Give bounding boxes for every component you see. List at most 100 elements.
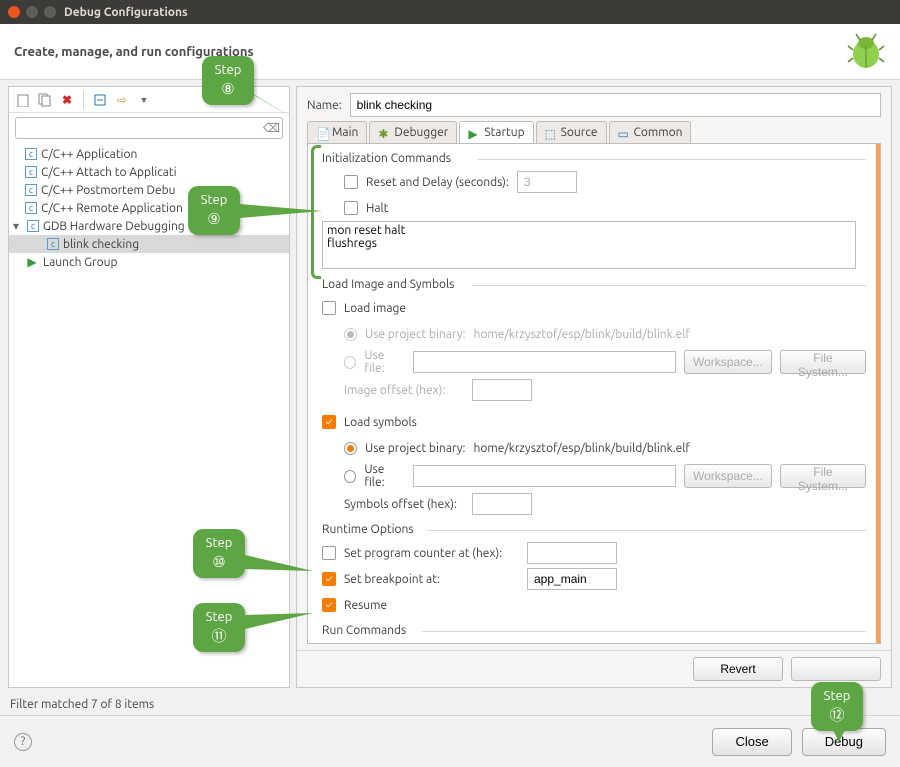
tab-label: Common: [634, 126, 683, 139]
group-runcmd: Run Commands: [322, 624, 866, 637]
filter-status: Filter matched 7 of 8 items: [0, 694, 900, 715]
group-runtime: Runtime Options Set program counter at (…: [322, 523, 866, 618]
use-file-label: Use file:: [364, 349, 404, 375]
symbols-offset-label: Symbols offset (hex):: [344, 498, 464, 511]
set-pc-input: [527, 542, 617, 564]
titlebar: Debug Configurations: [0, 0, 900, 24]
row-set-bp: Set breakpoint at:: [322, 566, 866, 592]
c-icon: c: [27, 220, 39, 232]
group-init: Initialization Commands Reset and Delay …: [322, 152, 866, 272]
tab-label: Main: [332, 126, 358, 139]
use-project-label: Use project binary:: [365, 328, 465, 341]
tree-item[interactable]: c C/C++ Application: [9, 145, 289, 163]
new-config-icon[interactable]: [15, 92, 31, 108]
expand-icon[interactable]: ▾: [13, 219, 23, 233]
duplicate-icon[interactable]: [37, 92, 53, 108]
row-load-symbols: Load symbols: [322, 409, 866, 435]
set-bp-checkbox[interactable]: [322, 572, 336, 586]
use-project-radio: [344, 328, 357, 341]
tree-item-label: C/C++ Application: [41, 148, 137, 161]
tab-debugger[interactable]: ✱Debugger: [369, 121, 457, 143]
row-use-file-image: Use file: Workspace... File System...: [322, 347, 866, 377]
project-path: home/krzysztof/esp/blink/build/blink.elf: [473, 328, 690, 341]
tab-common[interactable]: ▭Common: [609, 121, 692, 143]
collapse-icon[interactable]: [92, 92, 108, 108]
use-file-label: Use file:: [364, 463, 404, 489]
tree-item-label: C/C++ Postmortem Debu: [41, 184, 176, 197]
revert-button[interactable]: Revert: [693, 657, 783, 681]
row-set-pc: Set program counter at (hex):: [322, 540, 866, 566]
tree-item[interactable]: cC/C++ Postmortem Debu: [9, 181, 289, 199]
dialog-footer: ? Close Debug: [0, 715, 900, 767]
window-title: Debug Configurations: [64, 6, 188, 19]
step-9-callout: Step⑨: [188, 186, 240, 235]
group-title: Run Commands: [322, 624, 866, 637]
row-resume: Resume: [322, 592, 866, 618]
load-symbols-label: Load symbols: [344, 416, 417, 429]
close-button[interactable]: Close: [712, 728, 791, 756]
image-offset-input: [472, 379, 532, 401]
minimize-icon[interactable]: [26, 6, 38, 18]
workspace-button: Workspace...: [684, 464, 772, 488]
group-title: Initialization Commands: [322, 152, 866, 165]
load-image-label: Load image: [344, 302, 406, 315]
halt-label: Halt: [366, 202, 388, 215]
main-area: ✖ ⇨ ▼ ⌫ cC/C++ Application cC/C++ Attach…: [0, 80, 900, 694]
source-icon: ⬚: [545, 127, 557, 139]
c-icon: c: [25, 148, 37, 160]
filter-icon[interactable]: ⇨: [114, 92, 130, 108]
config-tree-pane: ✖ ⇨ ▼ ⌫ cC/C++ Application cC/C++ Attach…: [8, 86, 290, 688]
step-12-callout: Step⑫: [811, 682, 863, 731]
filesystem-button: File System...: [780, 464, 866, 488]
config-detail-pane: Name: 📄 Main ✱Debugger ▶Startup ⬚ Source ▭…: [296, 86, 892, 688]
project-path: home/krzysztof/esp/blink/build/blink.elf: [473, 442, 690, 455]
row-use-project-symbols: Use project binary: home/krzysztof/esp/b…: [322, 435, 866, 461]
load-image-checkbox[interactable]: [322, 301, 336, 315]
tab-label: Source: [561, 126, 598, 139]
reset-delay-checkbox[interactable]: [344, 175, 358, 189]
image-file-input: [413, 351, 676, 373]
footer-buttons: Close Debug: [712, 728, 886, 756]
menu-dropdown-icon[interactable]: ▼: [136, 92, 152, 108]
revert-apply-row: Revert: [297, 650, 891, 687]
workspace-button: Workspace...: [684, 350, 772, 374]
symbols-offset-input[interactable]: [472, 493, 532, 515]
delete-icon[interactable]: ✖: [59, 92, 75, 108]
step-11-callout: Step⑪: [193, 603, 245, 652]
row-reset-delay: Reset and Delay (seconds):: [322, 169, 866, 195]
halt-checkbox[interactable]: [344, 201, 358, 215]
use-project-symbols-radio[interactable]: [344, 442, 357, 455]
tree-item-launch-group[interactable]: ▶Launch Group: [9, 253, 289, 271]
use-file-radio: [344, 356, 356, 369]
close-icon[interactable]: [8, 6, 20, 18]
reset-delay-input[interactable]: [517, 171, 577, 193]
name-label: Name:: [307, 99, 342, 112]
maximize-icon[interactable]: [44, 6, 56, 18]
use-file-symbols-radio[interactable]: [344, 470, 356, 483]
row-use-file-symbols: Use file: Workspace... File System...: [322, 461, 866, 491]
file-icon: 📄: [316, 127, 328, 139]
dialog-header: Create, manage, and run configurations: [0, 24, 900, 80]
tab-startup[interactable]: ▶Startup: [459, 121, 533, 143]
tab-main[interactable]: 📄 Main: [307, 121, 367, 143]
init-commands-textarea[interactable]: [322, 221, 856, 269]
filesystem-button: File System...: [780, 350, 866, 374]
set-bp-label: Set breakpoint at:: [344, 573, 519, 586]
tree-item-blink[interactable]: cblink checking: [9, 235, 289, 253]
tree-item-label: blink checking: [63, 238, 139, 251]
row-use-project-image: Use project binary: home/krzysztof/esp/b…: [322, 321, 866, 347]
symbols-file-input: [413, 465, 676, 487]
tab-label: Debugger: [394, 126, 448, 139]
set-bp-input[interactable]: [527, 568, 617, 590]
set-pc-checkbox[interactable]: [322, 546, 336, 560]
tree-item-label: C/C++ Attach to Applicati: [41, 166, 176, 179]
help-icon[interactable]: ?: [14, 733, 32, 751]
set-pc-label: Set program counter at (hex):: [344, 547, 519, 560]
name-input[interactable]: [350, 93, 881, 117]
tree-item[interactable]: cC/C++ Attach to Applicati: [9, 163, 289, 181]
config-tree: cC/C++ Application cC/C++ Attach to Appl…: [9, 143, 289, 687]
tab-source[interactable]: ⬚ Source: [536, 121, 607, 143]
resume-checkbox[interactable]: [322, 598, 336, 612]
load-symbols-checkbox[interactable]: [322, 415, 336, 429]
launch-group-icon: ▶: [25, 255, 39, 269]
